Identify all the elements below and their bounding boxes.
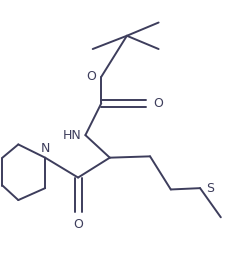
Text: O: O	[153, 97, 163, 110]
Text: O: O	[86, 70, 96, 83]
Text: HN: HN	[63, 129, 82, 142]
Text: O: O	[73, 218, 83, 231]
Text: N: N	[41, 142, 50, 155]
Text: S: S	[206, 182, 214, 195]
